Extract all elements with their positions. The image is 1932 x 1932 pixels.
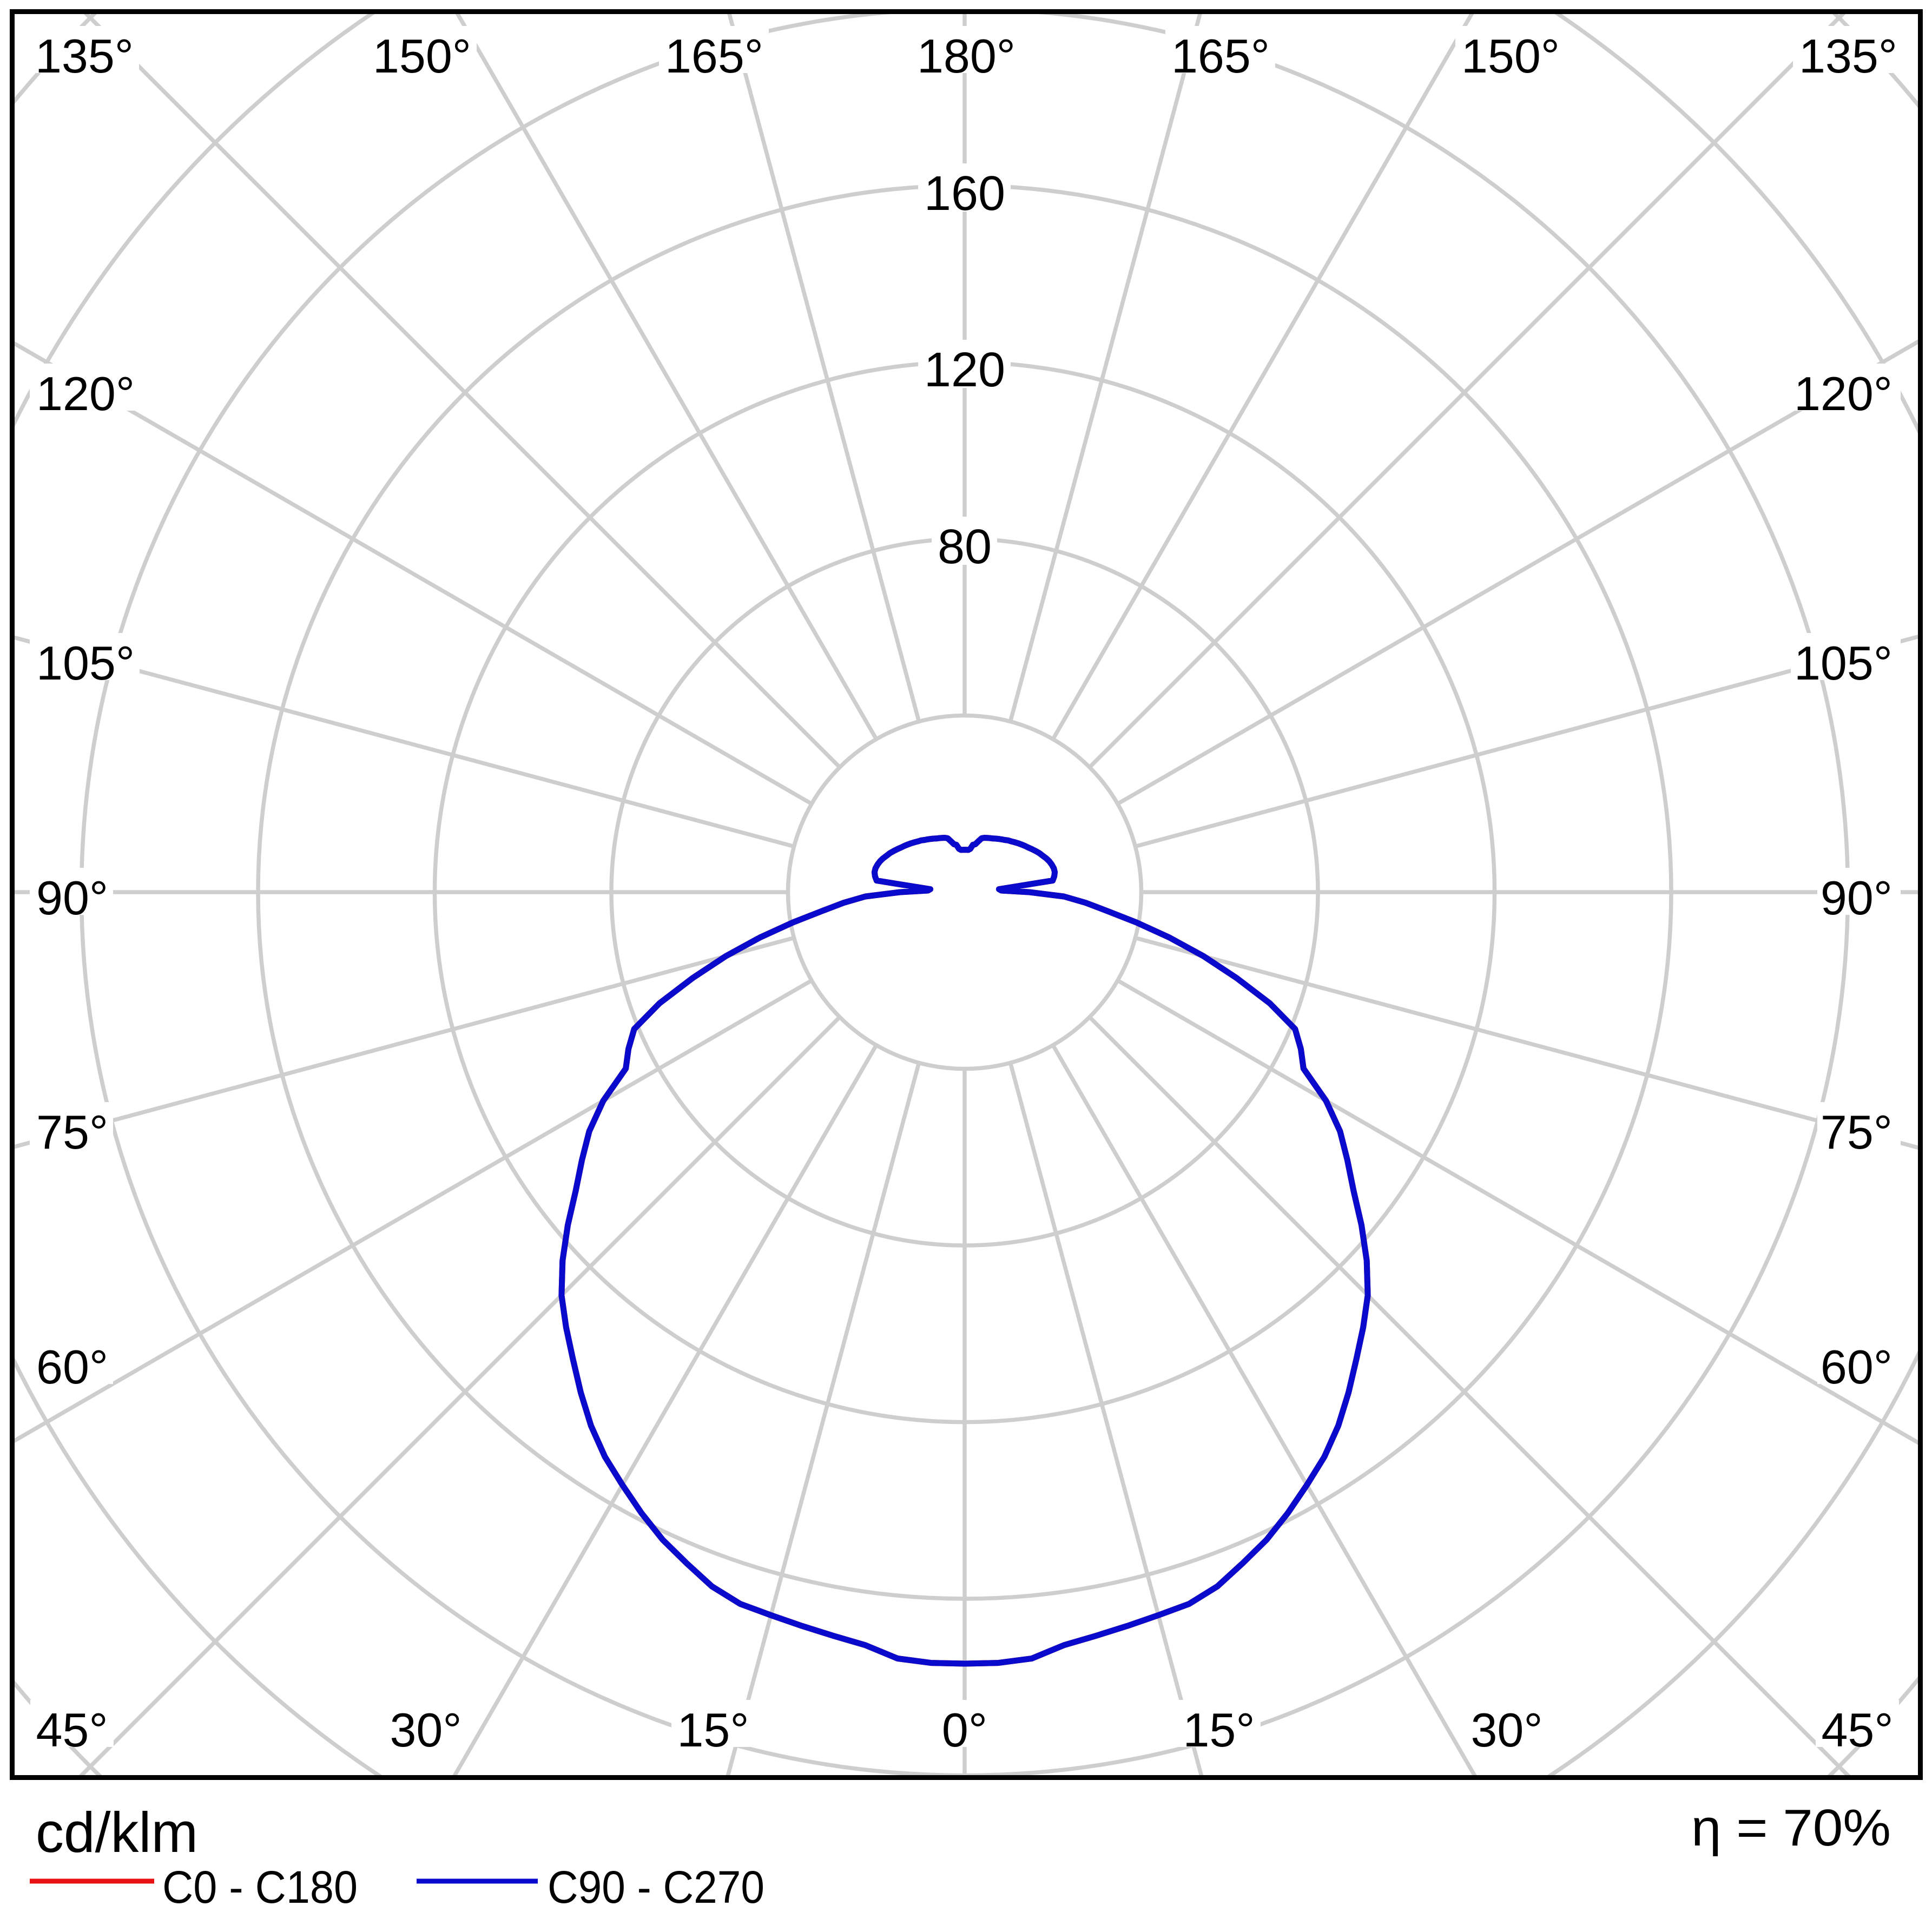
svg-text:90°: 90° (1821, 871, 1893, 925)
svg-text:135°: 135° (1799, 29, 1897, 83)
svg-text:C0 - C180: C0 - C180 (162, 1862, 358, 1913)
svg-text:105°: 105° (1794, 636, 1893, 690)
svg-text:75°: 75° (36, 1105, 108, 1159)
svg-text:150°: 150° (1461, 29, 1560, 83)
svg-text:45°: 45° (36, 1703, 108, 1757)
svg-text:60°: 60° (1821, 1340, 1893, 1394)
svg-text:120: 120 (924, 343, 1005, 397)
svg-text:15°: 15° (677, 1703, 749, 1757)
svg-text:30°: 30° (1471, 1703, 1542, 1757)
svg-text:90°: 90° (36, 871, 108, 925)
svg-text:60°: 60° (36, 1340, 108, 1394)
svg-text:cd/klm: cd/klm (36, 1801, 198, 1864)
svg-text:150°: 150° (373, 29, 471, 83)
svg-text:80: 80 (938, 520, 992, 574)
svg-text:105°: 105° (36, 636, 135, 690)
svg-text:0°: 0° (942, 1703, 987, 1757)
svg-text:165°: 165° (1171, 29, 1270, 83)
svg-text:75°: 75° (1821, 1105, 1893, 1159)
svg-text:C90 - C270: C90 - C270 (548, 1862, 764, 1913)
svg-text:135°: 135° (35, 29, 134, 83)
svg-text:120°: 120° (1794, 367, 1893, 420)
svg-text:η = 70%: η = 70% (1691, 1799, 1891, 1857)
svg-text:45°: 45° (1821, 1703, 1893, 1757)
svg-text:120°: 120° (36, 367, 135, 420)
svg-text:180°: 180° (917, 29, 1016, 83)
svg-text:15°: 15° (1183, 1703, 1255, 1757)
svg-text:30°: 30° (390, 1703, 461, 1757)
svg-text:165°: 165° (665, 29, 763, 83)
svg-text:160: 160 (924, 167, 1005, 221)
